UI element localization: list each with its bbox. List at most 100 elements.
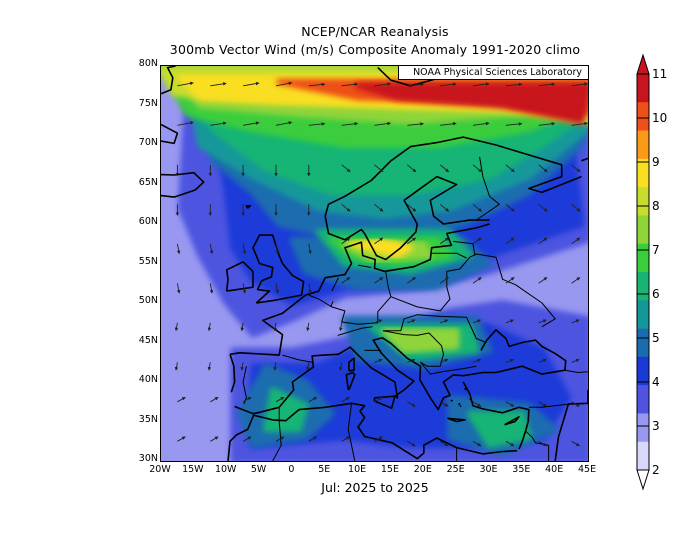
wind-vector-arrow (505, 440, 515, 447)
wind-vector-arrow (210, 82, 227, 87)
coastline-segment (324, 136, 582, 261)
wind-vector-arrow (538, 203, 548, 212)
lon-tick-label: 10E (348, 464, 367, 475)
wind-vector-arrow (472, 164, 482, 173)
wind-vector-arrow (374, 358, 383, 363)
wind-vector-arrow (374, 237, 384, 245)
wind-vector-arrow (407, 122, 424, 126)
wind-vector-arrow (374, 203, 384, 212)
wind-vector-arrow (505, 358, 514, 363)
wind-vector-arrow (407, 203, 417, 212)
coastline-segment (459, 405, 462, 408)
wind-vector-arrow (407, 237, 416, 245)
lon-tick-label: 15W (182, 464, 204, 475)
wind-vector-arrow (308, 243, 312, 255)
border-segment (331, 277, 339, 292)
wind-vector-arrow (374, 82, 391, 87)
border-segment (383, 314, 487, 343)
coastline-segment (464, 387, 467, 391)
wind-vector-arrow (275, 283, 279, 294)
border-segment (358, 264, 372, 268)
colorbar-label: 7 (652, 243, 660, 257)
coastline-segment (227, 402, 518, 461)
lon-tick-label: 40E (545, 464, 564, 475)
wind-vector-arrow (440, 82, 457, 87)
coastline-segment (229, 354, 236, 393)
colorbar-segment (637, 130, 649, 160)
colorbar (636, 53, 650, 491)
colorbar-label: 6 (652, 287, 660, 301)
wind-vector-arrow (538, 237, 548, 245)
colorbar-segment (637, 356, 649, 386)
colorbar-segment (637, 328, 649, 358)
wind-vector-arrow (207, 362, 212, 371)
wind-vector-arrow (273, 362, 277, 371)
colorbar-label: 4 (652, 375, 660, 389)
wind-vector-arrow (273, 322, 277, 332)
wind-vector-arrow (275, 396, 285, 403)
wind-vector-arrow (439, 277, 449, 284)
coastline-segment (457, 402, 461, 406)
colorbar-segment (637, 215, 649, 245)
lat-tick-label: 50N (138, 295, 158, 306)
border-segment (541, 369, 588, 375)
wind-vector-arrow (240, 322, 245, 332)
wind-vector-arrow (472, 121, 490, 126)
wind-vector-arrow (341, 277, 351, 284)
wind-vector-arrow (341, 436, 350, 442)
lon-tick-label: 20W (149, 464, 171, 475)
border-segment (282, 354, 313, 363)
wind-vector-arrow (472, 82, 490, 87)
lat-tick-label: 65N (138, 176, 158, 188)
period-label: Jul: 2025 to 2025 (321, 480, 429, 495)
wind-vector-arrow (374, 277, 384, 284)
colorbar-label: 9 (652, 155, 660, 169)
lat-tick-label: 75N (138, 97, 158, 109)
wind-vector-arrow (374, 121, 391, 126)
wind-vector-arrow (505, 401, 515, 407)
map-subtitle: 300mb Vector Wind (m/s) Composite Anomal… (169, 42, 581, 57)
lon-tick-label: 10W (214, 464, 237, 475)
lon-tick-label: 5E (318, 464, 331, 475)
wind-vector-arrow (407, 164, 417, 173)
coastline-segment (225, 261, 254, 292)
colorbar-label: 8 (652, 199, 660, 213)
wind-vector-arrow (275, 436, 285, 442)
wind-vector-arrow (440, 319, 449, 324)
coastline-segment (581, 157, 588, 162)
wind-vector-arrow (242, 283, 247, 294)
wind-vector-arrow (439, 237, 449, 245)
coastline-segment (229, 223, 490, 356)
wind-vector-arrow (538, 277, 548, 284)
wind-vector-arrow (538, 121, 556, 126)
colorbar-segment (637, 158, 649, 188)
wind-vector-arrow (439, 203, 450, 212)
coastline-segment (447, 417, 467, 423)
wind-vector-arrow (440, 121, 457, 126)
wind-vector-arrow (209, 283, 214, 294)
colorbar-segment (637, 300, 649, 329)
wind-vector-arrow (210, 121, 227, 126)
lon-tick-label: 15E (380, 464, 399, 475)
coastline-segment (462, 381, 530, 450)
wind-vector-arrow (538, 358, 547, 363)
wind-vector-arrow (472, 440, 482, 447)
wind-vectors (174, 81, 588, 447)
wind-vector-arrow (210, 396, 219, 403)
wind-vector-arrow (538, 440, 548, 447)
wind-vector-arrow (407, 440, 416, 447)
wind-vector-arrow (341, 121, 359, 126)
wind-vector-arrow (174, 362, 179, 371)
wind-vector-arrow (209, 243, 214, 255)
wind-vector-arrow (242, 396, 252, 403)
wind-vector-arrow (374, 164, 384, 173)
wind-vector-arrow (505, 319, 514, 324)
wind-vector-arrow (440, 358, 449, 363)
wind-vector-arrow (571, 237, 581, 245)
wind-anomaly-map: NOAA Physical Sciences Laboratory (160, 65, 589, 462)
wind-vector-arrow (407, 401, 416, 407)
wind-vector-arrow (407, 319, 416, 324)
wind-vector-arrow (308, 82, 326, 87)
wind-vector-arrow (339, 322, 343, 332)
colorbar-label: 3 (652, 419, 660, 433)
